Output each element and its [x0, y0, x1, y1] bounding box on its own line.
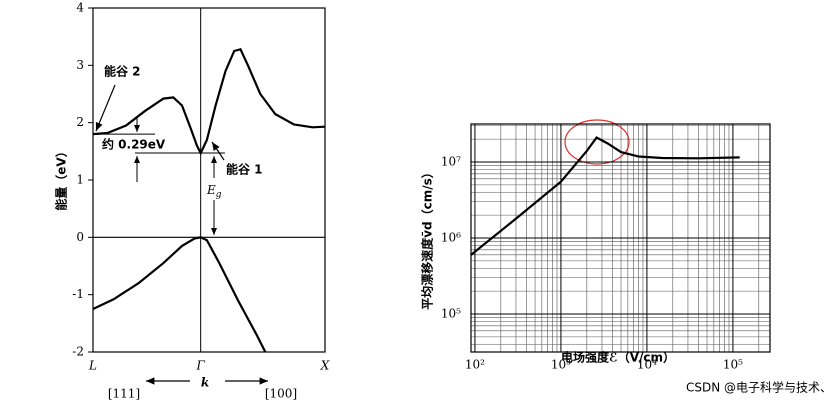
x-tick-label: 10²	[465, 358, 485, 372]
annotation: 能谷 2	[104, 64, 141, 79]
y-tick-label: 4	[76, 1, 84, 15]
y-tick-label: 0	[76, 230, 84, 244]
y-tick-label: 2	[76, 115, 84, 129]
x-axis-label: 电场强度ℰ（V/cm）	[561, 350, 675, 365]
y-axis-label: 平均漂移速度v̄d（cm/s）	[420, 166, 435, 310]
x-tick-label: X	[320, 359, 330, 373]
plot-frame	[92, 7, 326, 353]
y-tick-label: 3	[76, 58, 84, 72]
x-tick-label: Γ	[196, 359, 206, 373]
x-axis-label: k	[201, 376, 209, 390]
data-line	[92, 236, 267, 353]
y-tick-label: 1	[76, 173, 84, 187]
y-tick-label: 10⁵	[441, 307, 461, 321]
arrow	[95, 84, 116, 132]
x-tick-label: 10³	[551, 358, 571, 372]
y-axis-label: 能量（eV）	[54, 145, 69, 210]
arrow	[211, 141, 225, 161]
data-line	[470, 136, 740, 256]
y-tick-label: 10⁶	[441, 231, 461, 245]
y-tick-label: 10⁷	[441, 155, 461, 169]
direction-label: [111]	[108, 387, 140, 401]
y-tick-label: -1	[72, 287, 84, 301]
watermark: CSDN @电子科学与技术、	[686, 380, 832, 395]
gap-label-main: E	[206, 183, 216, 197]
highlight-circle	[564, 119, 630, 165]
y-tick-label: -2	[72, 345, 84, 359]
annotation: 能谷 1	[226, 162, 263, 177]
data-line	[92, 47, 326, 156]
annotation: 约 0.29eV	[102, 137, 166, 152]
gap-label-sub: g	[216, 190, 222, 200]
direction-label: [100]	[265, 387, 297, 401]
gap-label: Eg	[206, 183, 222, 200]
x-tick-label: L	[88, 359, 97, 373]
x-tick-label: 10⁵	[723, 358, 743, 372]
x-tick-label: 10⁴	[637, 358, 657, 372]
